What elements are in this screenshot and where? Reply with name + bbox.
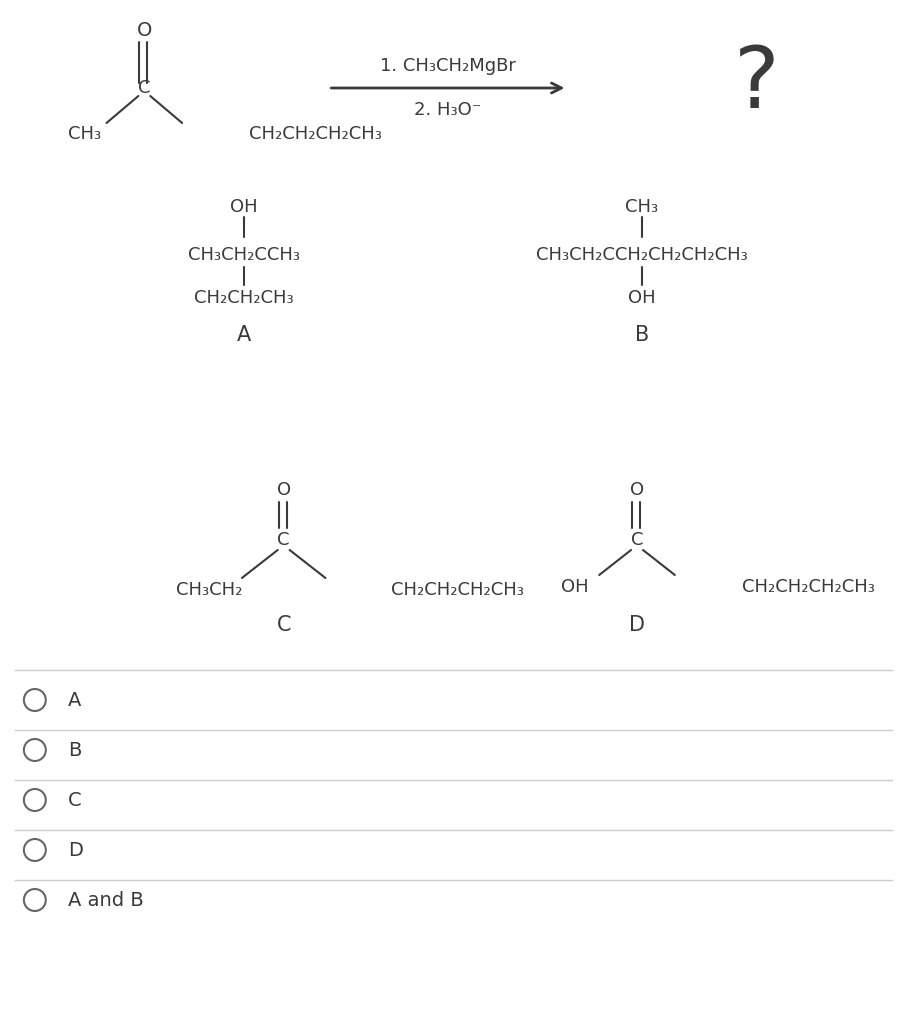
Text: B: B [635,325,650,345]
Text: 2. H₃O⁻: 2. H₃O⁻ [415,101,482,119]
Text: CH₃CH₂: CH₃CH₂ [176,581,242,599]
Text: B: B [67,740,81,760]
Text: O: O [277,481,291,499]
Text: C: C [276,615,291,635]
Text: O: O [630,481,644,499]
Text: A: A [237,325,251,345]
Text: CH₃: CH₃ [68,125,101,143]
Text: CH₃CH₂CCH₃: CH₃CH₂CCH₃ [188,246,300,264]
Text: D: D [67,841,83,859]
Text: OH: OH [629,289,656,307]
Text: A and B: A and B [67,891,143,909]
Text: O: O [137,20,152,40]
Text: 1. CH₃CH₂MgBr: 1. CH₃CH₂MgBr [380,57,516,75]
Text: C: C [630,531,643,549]
Text: CH₂CH₂CH₂CH₃: CH₂CH₂CH₂CH₃ [249,125,382,143]
Text: C: C [278,531,290,549]
Text: CH₃CH₂CCH₂CH₂CH₂CH₃: CH₃CH₂CCH₂CH₂CH₂CH₃ [537,246,748,264]
Text: A: A [67,690,81,710]
Text: C: C [138,79,150,97]
Text: OH: OH [560,578,589,596]
Text: ?: ? [733,43,779,127]
Text: C: C [67,791,81,810]
Text: CH₂CH₂CH₂CH₃: CH₂CH₂CH₂CH₃ [391,581,524,599]
Text: D: D [629,615,645,635]
Text: CH₂CH₂CH₂CH₃: CH₂CH₂CH₂CH₃ [742,578,875,596]
Text: CH₃: CH₃ [626,198,659,216]
Text: CH₂CH₂CH₃: CH₂CH₂CH₃ [194,289,293,307]
Text: OH: OH [230,198,258,216]
